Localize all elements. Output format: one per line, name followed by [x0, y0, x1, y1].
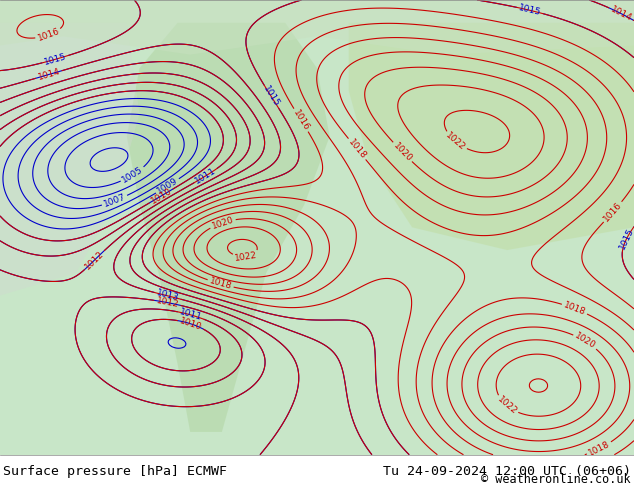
Text: Tu 24-09-2024 12:00 UTC (06+06): Tu 24-09-2024 12:00 UTC (06+06) [383, 465, 631, 478]
Text: 1016: 1016 [291, 108, 311, 132]
Polygon shape [0, 0, 634, 54]
Text: 1022: 1022 [495, 395, 519, 416]
Text: 1007: 1007 [102, 193, 127, 209]
Text: 1015: 1015 [261, 85, 281, 109]
Text: 1014: 1014 [37, 67, 61, 82]
Text: 1016: 1016 [36, 27, 61, 43]
Text: Surface pressure [hPa] ECMWF: Surface pressure [hPa] ECMWF [3, 465, 227, 478]
Text: 1012: 1012 [83, 249, 106, 271]
Text: 1018: 1018 [562, 300, 587, 317]
Polygon shape [127, 23, 330, 432]
Text: 1016: 1016 [602, 200, 624, 223]
Text: 1018: 1018 [208, 276, 233, 291]
Text: 1013: 1013 [155, 289, 180, 303]
Text: 1005: 1005 [120, 165, 145, 185]
Text: 1011: 1011 [179, 308, 203, 322]
Text: 1022: 1022 [444, 131, 467, 152]
Text: 1010: 1010 [179, 316, 203, 332]
Text: 1015: 1015 [618, 226, 634, 251]
Text: 1015: 1015 [43, 52, 68, 67]
Text: 1010: 1010 [149, 186, 173, 206]
Text: 1020: 1020 [210, 215, 235, 231]
Text: 1012: 1012 [155, 296, 179, 309]
Text: 1020: 1020 [573, 331, 597, 351]
Polygon shape [349, 23, 634, 250]
FancyBboxPatch shape [0, 0, 634, 455]
Text: © weatheronline.co.uk: © weatheronline.co.uk [481, 473, 631, 487]
Text: 1014: 1014 [609, 4, 633, 23]
Text: 1018: 1018 [587, 440, 612, 458]
Text: 1022: 1022 [234, 250, 258, 263]
Polygon shape [0, 23, 139, 295]
Text: 1018: 1018 [346, 137, 368, 161]
Text: 1020: 1020 [391, 141, 413, 163]
Text: 1015: 1015 [518, 3, 542, 18]
Text: 1011: 1011 [193, 166, 218, 186]
Text: 1009: 1009 [155, 176, 179, 196]
